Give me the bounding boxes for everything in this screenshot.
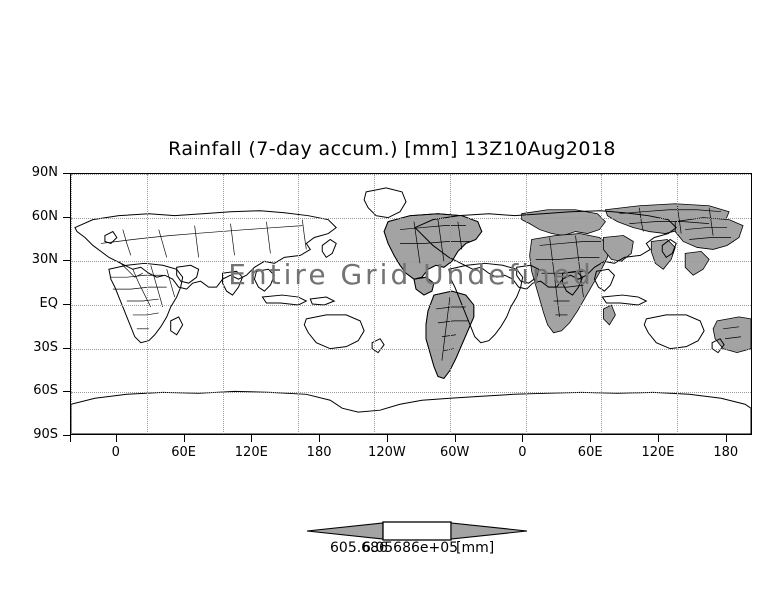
xtick-label-0a: 0 [111, 445, 120, 460]
ytick-label-eq: EQ [39, 296, 58, 311]
xtick-mark [725, 435, 727, 442]
colorbar [305, 518, 529, 544]
colorbar-center-box [382, 521, 452, 541]
xtick-label-60e-a: 60E [171, 445, 196, 460]
xtick-mark [319, 435, 321, 442]
ytick-mark [63, 260, 70, 262]
colorbar-units-label: [mm] [456, 540, 495, 556]
xtick-label-120e-b: 120E [641, 445, 675, 460]
page-title: Rainfall (7-day accum.) [mm] 13Z10Aug201… [168, 138, 616, 160]
ytick-label-30s: 30S [33, 339, 58, 355]
colorbar-min-label: 605.686 [330, 540, 388, 556]
xtick-mark [522, 435, 524, 442]
xtick-mark [115, 435, 117, 442]
xtick-mark [386, 435, 388, 442]
xtick-label-60e-b: 60E [577, 445, 603, 460]
xtick-mark [251, 435, 253, 442]
ytick-label-60n: 60N [31, 208, 58, 224]
ytick-mark [63, 391, 70, 393]
ytick-mark [63, 304, 70, 305]
ytick-label-30n: 30N [31, 252, 58, 268]
ytick-label-90s: 90S [33, 427, 58, 442]
ytick-mark [63, 347, 70, 349]
xtick-mark [70, 435, 71, 442]
xtick-label-180-b: 180 [713, 445, 739, 460]
country-borders [100, 219, 307, 330]
colorbar-left-arrow [306, 522, 384, 540]
xtick-label-120e-a: 120E [234, 445, 268, 460]
ytick-mark [63, 173, 70, 174]
xtick-mark [183, 435, 185, 442]
xtick-label-0b: 0 [518, 445, 527, 460]
country-borders-shaded [400, 205, 742, 361]
colorbar-max-label: 6.05686e+05 [362, 540, 459, 556]
xtick-label-60w: 60W [439, 445, 470, 460]
ytick-label-90n: 90N [31, 165, 58, 180]
xtick-mark [454, 435, 456, 442]
colorbar-right-arrow [450, 522, 528, 540]
ytick-mark [63, 435, 70, 436]
xtick-mark [590, 435, 592, 442]
map-plot-area [70, 173, 752, 435]
ytick-mark [63, 216, 70, 218]
colorbar-graphic [306, 521, 528, 541]
xtick-mark [658, 435, 659, 442]
xtick-label-180-a: 180 [306, 445, 332, 460]
ytick-label-60s: 60S [33, 383, 58, 399]
world-map-graphic [71, 174, 751, 434]
xtick-label-120w: 120W [368, 445, 406, 460]
